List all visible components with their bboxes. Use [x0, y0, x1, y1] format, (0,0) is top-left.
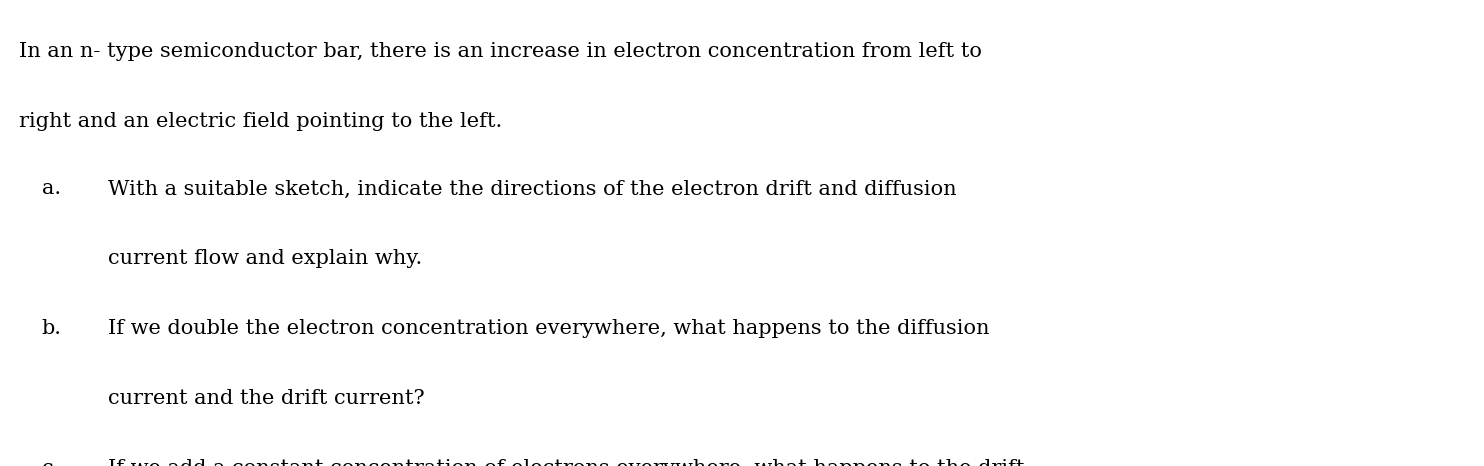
- Text: In an n- type semiconductor bar, there is an increase in electron concentration : In an n- type semiconductor bar, there i…: [19, 42, 982, 61]
- Text: a.: a.: [42, 179, 61, 199]
- Text: b.: b.: [42, 319, 61, 338]
- Text: right and an electric field pointing to the left.: right and an electric field pointing to …: [19, 112, 503, 131]
- Text: current and the drift current?: current and the drift current?: [108, 389, 424, 408]
- Text: c.: c.: [42, 459, 59, 466]
- Text: current flow and explain why.: current flow and explain why.: [108, 249, 423, 268]
- Text: If we add a constant concentration of electrons everywhere, what happens to the : If we add a constant concentration of el…: [108, 459, 1025, 466]
- Text: With a suitable sketch, indicate the directions of the electron drift and diffus: With a suitable sketch, indicate the dir…: [108, 179, 957, 199]
- Text: If we double the electron concentration everywhere, what happens to the diffusio: If we double the electron concentration …: [108, 319, 990, 338]
